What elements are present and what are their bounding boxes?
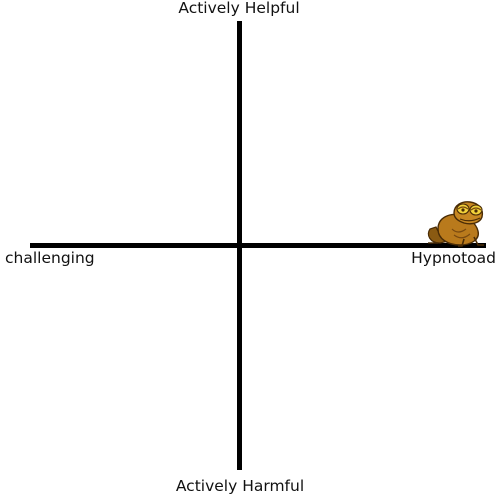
axis-label-top: Actively Helpful [178,0,300,17]
horizontal-axis [30,243,486,248]
hypnotoad-icon [427,201,484,247]
axis-label-bottom: Actively Harmful [175,477,305,495]
axis-label-left: challenging [5,249,95,267]
axis-label-right: Hypnotoad [411,249,496,267]
